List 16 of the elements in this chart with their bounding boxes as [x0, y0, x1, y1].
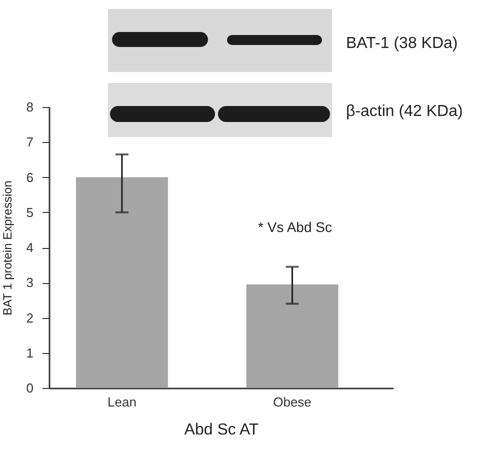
x-tick-label: Lean — [107, 394, 136, 410]
y-tick-label: 2 — [26, 310, 34, 326]
y-axis-title: BAT 1 protein Expression — [0, 180, 14, 316]
y-tick-label: 1 — [26, 345, 34, 360]
y-tick-label: 5 — [26, 204, 34, 220]
y-tick-label: 7 — [26, 134, 34, 150]
y-tick-label: 6 — [26, 170, 34, 185]
annotation: * Vs Abd Sc — [258, 219, 332, 235]
y-tick-label: 8 — [26, 100, 34, 114]
x-axis-title: Abd Sc AT — [184, 422, 259, 438]
y-tick-label: 4 — [26, 240, 34, 255]
text: BAT-1 (38 KDa) — [346, 35, 458, 52]
y-tick-label: 0 — [26, 380, 34, 396]
y-tick-label: 3 — [26, 275, 34, 290]
x-tick-label: Obese — [273, 394, 312, 410]
annotation: β-actin (42 KDa) — [346, 103, 463, 120]
